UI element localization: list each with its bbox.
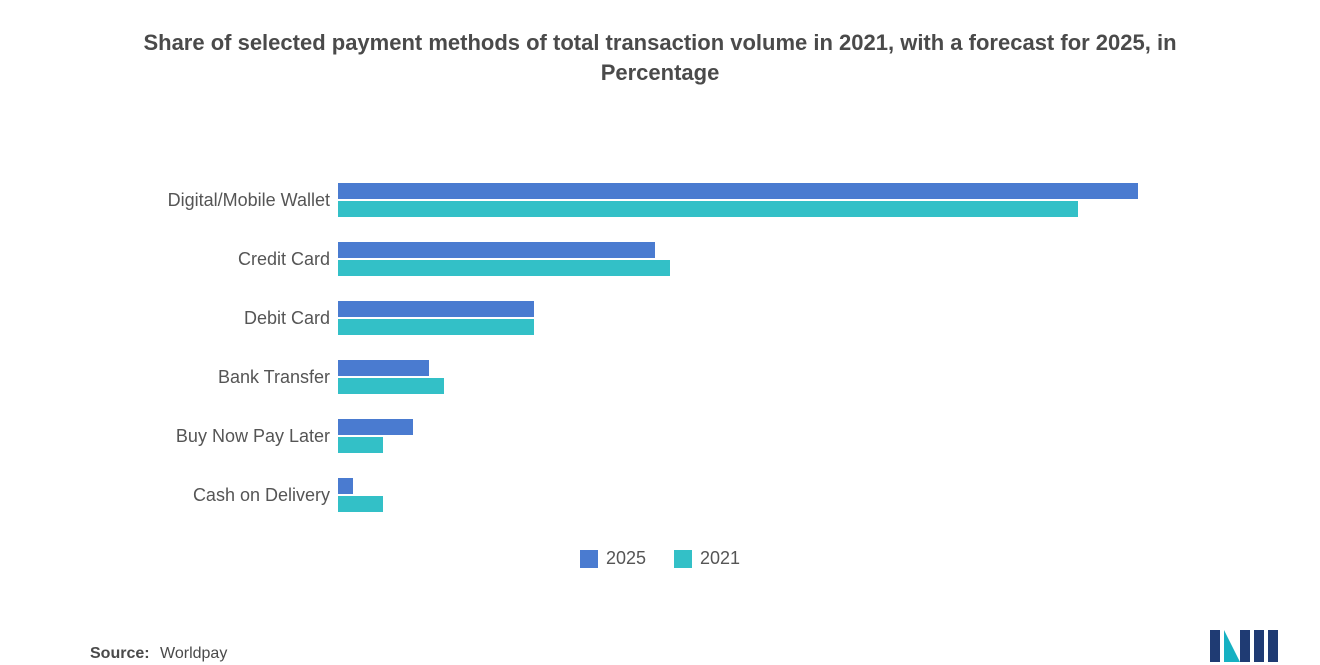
legend-label: 2025 [606,548,646,569]
legend-label: 2021 [700,548,740,569]
bar-group [338,478,1230,512]
source-line: Source: Worldpay [90,645,227,663]
bar-2021 [338,496,383,512]
legend-swatch [580,550,598,568]
legend-item: 2025 [580,548,646,569]
brand-logo [1210,626,1280,665]
chart-legend: 2025 2021 [0,548,1320,573]
bar-group [338,419,1230,453]
bar-2021 [338,201,1078,217]
bar-group [338,183,1230,217]
bar-2025 [338,183,1138,199]
chart-row: Cash on Delivery [90,478,1230,512]
chart-row: Credit Card [90,242,1230,276]
category-label: Buy Now Pay Later [90,426,338,447]
bar-2021 [338,437,383,453]
category-label: Bank Transfer [90,367,338,388]
bar-group [338,242,1230,276]
category-label: Cash on Delivery [90,485,338,506]
legend-swatch [674,550,692,568]
legend-item: 2021 [674,548,740,569]
chart-row: Bank Transfer [90,360,1230,394]
bar-2021 [338,319,534,335]
bar-2025 [338,301,534,317]
category-label: Credit Card [90,249,338,270]
bar-2025 [338,478,353,494]
bar-group [338,301,1230,335]
category-label: Debit Card [90,308,338,329]
bar-group [338,360,1230,394]
chart-row: Digital/Mobile Wallet [90,183,1230,217]
chart-title: Share of selected payment methods of tot… [120,28,1200,87]
bar-2025 [338,242,655,258]
bar-2021 [338,378,444,394]
chart-row: Debit Card [90,301,1230,335]
bar-2025 [338,419,413,435]
chart-row: Buy Now Pay Later [90,419,1230,453]
bar-2025 [338,360,429,376]
bar-2021 [338,260,670,276]
source-label: Source: [90,645,150,662]
category-label: Digital/Mobile Wallet [90,190,338,211]
source-value: Worldpay [160,645,227,662]
chart-plot-area: Digital/Mobile Wallet Credit Card Debit Ca… [90,183,1230,537]
